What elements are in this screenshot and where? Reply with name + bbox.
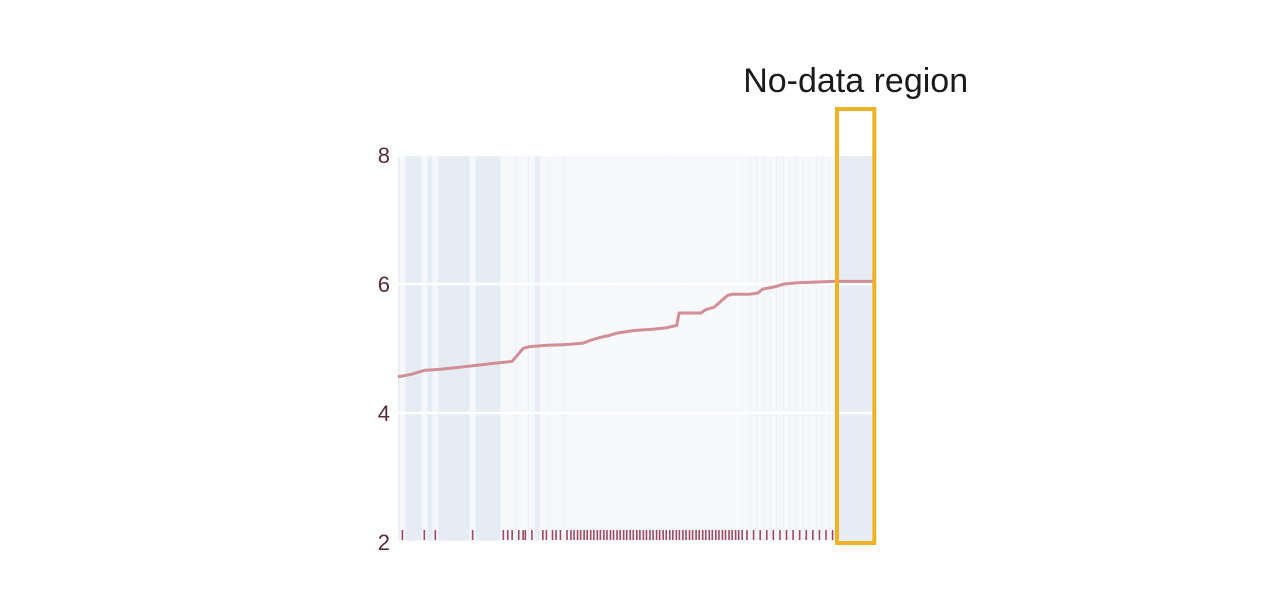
data-stripe-42 (650, 155, 657, 542)
line-series (397, 279, 875, 379)
data-stripe-35 (627, 155, 634, 542)
data-stripe-79 (803, 155, 810, 542)
y-tick-label-4: 4 (378, 401, 390, 426)
data-stripe-2 (432, 155, 439, 542)
data-stripe-16 (564, 155, 571, 542)
data-stripe-24 (590, 155, 597, 542)
data-stripe-65 (726, 155, 733, 542)
data-stripe-32 (617, 155, 624, 542)
data-stripe-39 (640, 155, 647, 542)
data-stripe-44 (656, 155, 663, 542)
y-tick-label-6: 6 (378, 272, 390, 297)
data-stripe-48 (669, 155, 676, 542)
data-stripe-13 (549, 155, 556, 542)
data-stripe-28 (603, 155, 610, 542)
data-stripe-57 (699, 155, 706, 542)
data-stripe-70 (744, 155, 751, 542)
data-stripe-73 (763, 155, 770, 542)
data-stripe-78 (796, 155, 803, 542)
data-stripe-61 (712, 155, 719, 542)
data-stripe-12 (543, 155, 550, 542)
data-stripe-27 (600, 155, 607, 542)
data-stripe-17 (567, 155, 574, 542)
data-stripe-18 (571, 155, 578, 542)
data-stripe-67 (732, 155, 739, 542)
data-stripe-31 (614, 155, 621, 542)
data-stripe-49 (673, 155, 680, 542)
data-stripe-3 (469, 155, 476, 542)
data-stripe-58 (702, 155, 709, 542)
data-stripe-54 (689, 155, 696, 542)
data-stripe-43 (653, 155, 660, 542)
data-stripe-26 (597, 155, 604, 542)
data-stripe-29 (607, 155, 614, 542)
data-stripe-45 (660, 155, 667, 542)
data-stripe-14 (553, 155, 560, 542)
data-stripe-75 (776, 155, 783, 542)
data-stripe-41 (646, 155, 653, 542)
data-density-stripes (399, 155, 836, 542)
data-stripe-76 (783, 155, 790, 542)
data-stripe-46 (663, 155, 670, 542)
data-stripe-55 (693, 155, 700, 542)
data-stripe-60 (709, 155, 716, 542)
data-stripe-56 (696, 155, 703, 542)
data-stripe-77 (790, 155, 797, 542)
data-stripe-30 (610, 155, 617, 542)
data-stripe-37 (633, 155, 640, 542)
data-stripe-34 (623, 155, 630, 542)
data-stripe-23 (587, 155, 594, 542)
data-stripe-11 (539, 155, 546, 542)
data-stripe-52 (682, 155, 689, 542)
data-stripe-82 (823, 155, 830, 542)
data-stripe-72 (757, 155, 764, 542)
data-stripe-22 (584, 155, 591, 542)
data-stripe-47 (666, 155, 673, 542)
data-stripe-19 (574, 155, 581, 542)
no-data-annotation: No-data region (743, 62, 968, 545)
data-stripe-63 (719, 155, 726, 542)
no-data-region-box (835, 107, 877, 545)
data-stripe-21 (581, 155, 588, 542)
data-stripe-74 (770, 155, 777, 542)
data-stripe-81 (816, 155, 823, 542)
data-stripe-20 (577, 155, 584, 542)
data-stripe-64 (722, 155, 729, 542)
data-stripe-83 (829, 155, 836, 542)
data-stripe-51 (679, 155, 686, 542)
y-axis-ticks: 2 4 6 8 (378, 143, 390, 555)
series-line-0 (397, 279, 875, 379)
y-tick-label-8: 8 (378, 143, 390, 168)
data-stripe-38 (636, 155, 643, 542)
data-stripe-71 (750, 155, 757, 542)
gridlines (398, 153, 875, 544)
data-stripe-36 (630, 155, 637, 542)
data-stripe-68 (735, 155, 742, 542)
data-stripe-7 (515, 155, 522, 542)
data-stripe-5 (504, 155, 511, 542)
y-tick-label-2: 2 (378, 530, 390, 555)
data-stripe-69 (739, 155, 746, 542)
data-stripe-25 (594, 155, 601, 542)
data-stripe-15 (557, 155, 564, 542)
data-stripe-66 (729, 155, 736, 542)
data-stripe-80 (809, 155, 816, 542)
data-stripe-6 (509, 155, 516, 542)
rug-marks (401, 530, 834, 540)
data-stripe-40 (643, 155, 650, 542)
data-stripe-10 (528, 155, 535, 542)
data-stripe-0 (399, 155, 406, 542)
data-stripe-1 (421, 155, 428, 542)
data-stripe-50 (676, 155, 683, 542)
data-stripe-33 (620, 155, 627, 542)
data-stripe-4 (500, 155, 507, 542)
data-stripe-62 (715, 155, 722, 542)
data-stripe-59 (706, 155, 713, 542)
no-data-region-label: No-data region (743, 62, 968, 100)
data-stripe-53 (686, 155, 693, 542)
